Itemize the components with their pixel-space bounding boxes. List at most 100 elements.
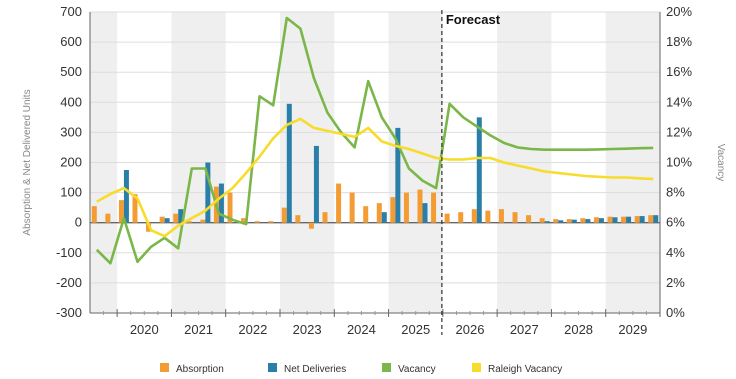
bar-absorption-17	[322, 212, 328, 223]
bar-absorption-41	[648, 215, 654, 223]
bar-absorption-38	[607, 216, 613, 223]
bar-absorption-23	[403, 192, 409, 223]
y-tick-left-6: 100	[60, 185, 82, 200]
bar-absorption-1	[105, 213, 111, 223]
y-tick-left-8: -100	[56, 245, 82, 260]
bar-net-deliveries-28	[476, 117, 482, 223]
series-lines	[95, 16, 654, 265]
line-raleigh-vacancy	[96, 117, 654, 238]
bar-net-deliveries-34	[558, 220, 564, 223]
legend-swatch-raleigh-vacancy	[472, 363, 481, 372]
bar-absorption-37	[593, 217, 599, 223]
bar-net-deliveries-6	[178, 209, 184, 223]
bar-absorption-21	[376, 203, 382, 223]
x-tick-label-2029: 2029	[618, 322, 647, 337]
y-tick-right-9: 2%	[666, 275, 685, 290]
bar-absorption-12	[254, 221, 260, 223]
bar-absorption-20	[363, 206, 369, 223]
y-tick-right-1: 18%	[666, 34, 692, 49]
x-tick-label-2027: 2027	[510, 322, 539, 337]
y-tick-left-3: 400	[60, 94, 82, 109]
x-tick-label-2023: 2023	[293, 322, 322, 337]
bar-net-deliveries-8	[205, 162, 211, 223]
y-tick-left-9: -200	[56, 275, 82, 290]
bar-net-deliveries-38	[612, 217, 618, 223]
bar-absorption-2	[118, 200, 124, 223]
bar-absorption-36	[580, 218, 586, 223]
bar-absorption-28	[471, 209, 477, 223]
bar-absorption-27	[458, 212, 464, 223]
tick-labels: 700 600 500 400 300 200 100 0 -100 -200 -300 20% 18%…	[56, 4, 692, 337]
y-tick-left-7: 0	[75, 215, 82, 230]
x-tick-label-2026: 2026	[456, 322, 485, 337]
y-tick-left-1: 600	[60, 34, 82, 49]
bar-absorption-13	[268, 221, 274, 223]
bar-net-deliveries-2	[123, 170, 129, 223]
bar-absorption-29	[485, 210, 491, 223]
bar-absorption-33	[539, 218, 545, 223]
y-tick-right-3: 14%	[666, 94, 692, 109]
bar-net-deliveries-40	[639, 216, 645, 223]
axes	[89, 12, 661, 317]
bar-absorption-11	[241, 218, 247, 223]
bar-absorption-40	[634, 216, 640, 223]
bar-absorption-19	[349, 192, 355, 223]
legend: Absorption Net Deliveries Vacancy Raleigh V…	[160, 363, 562, 375]
y-tick-left-2: 500	[60, 64, 82, 79]
bar-net-deliveries-39	[626, 216, 632, 223]
x-tick-label-2024: 2024	[347, 322, 376, 337]
bar-net-deliveries-35	[571, 219, 577, 223]
bar-absorption-10	[227, 192, 233, 223]
bar-absorption-32	[526, 215, 532, 223]
bar-net-deliveries-5	[164, 218, 170, 223]
y-tick-right-4: 12%	[666, 124, 692, 139]
y-axis-title-right: Vacancy	[715, 144, 726, 182]
legend-swatch-vacancy	[382, 363, 391, 372]
y-tick-right-6: 8%	[666, 185, 685, 200]
x-tick-label-2025: 2025	[401, 322, 430, 337]
bar-net-deliveries-24	[422, 203, 428, 223]
legend-label-net-deliveries: Net Deliveries	[284, 364, 346, 375]
y-tick-right-8: 4%	[666, 245, 685, 260]
bar-absorption-26	[444, 213, 450, 223]
legend-swatch-net-deliveries	[268, 363, 277, 372]
y-tick-left-5: 200	[60, 155, 82, 170]
bar-absorption-6	[173, 213, 179, 223]
bar-net-deliveries-33	[544, 221, 550, 223]
bar-net-deliveries-21	[381, 212, 387, 223]
bar-absorption-8	[200, 219, 206, 223]
y-axis-title-left: Absorption & Net Delivered Units	[22, 89, 33, 235]
bar-absorption-15	[295, 215, 301, 223]
y-tick-left-4: 300	[60, 124, 82, 139]
legend-label-vacancy: Vacancy	[398, 364, 436, 375]
bar-absorption-25	[431, 192, 437, 223]
bar-absorption-7	[186, 221, 192, 223]
y-tick-right-10: 0%	[666, 305, 685, 320]
x-tick-label-2022: 2022	[238, 322, 267, 337]
bar-net-deliveries-37	[598, 218, 604, 223]
legend-label-raleigh-vacancy: Raleigh Vacancy	[488, 364, 562, 375]
line-vacancy	[95, 16, 654, 265]
bar-net-deliveries-16	[313, 145, 319, 223]
bar-net-deliveries-14	[286, 103, 292, 223]
bar-net-deliveries-41	[653, 215, 659, 223]
y-tick-right-7: 6%	[666, 215, 685, 230]
y-tick-left-10: -300	[56, 305, 82, 320]
bar-net-deliveries-22	[395, 127, 401, 223]
x-tick-label-2028: 2028	[564, 322, 593, 337]
y-tick-right-5: 10%	[666, 155, 692, 170]
bar-absorption-16	[308, 222, 314, 229]
legend-swatch-absorption	[160, 363, 169, 372]
bar-net-deliveries-36	[585, 219, 591, 223]
x-tick-label-2021: 2021	[184, 322, 213, 337]
bar-absorption-24	[417, 189, 423, 223]
bar-absorption-22	[390, 197, 396, 223]
legend-label-absorption: Absorption	[176, 364, 224, 375]
bar-absorption-39	[621, 216, 627, 223]
y-tick-right-2: 16%	[666, 64, 692, 79]
bar-absorption-35	[566, 219, 572, 223]
forecast-annotation: Forecast	[446, 12, 501, 27]
bar-absorption-14	[281, 207, 287, 223]
bar-absorption-30	[498, 209, 504, 223]
